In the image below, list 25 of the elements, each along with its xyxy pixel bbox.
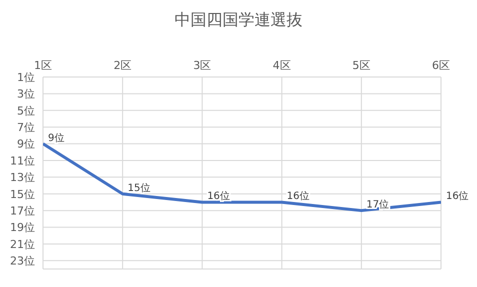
- x-tick-label: 5区: [352, 59, 370, 72]
- data-label: 16位: [286, 190, 310, 202]
- line-series: [43, 142, 441, 212]
- y-tick-label: 19位: [10, 221, 35, 234]
- y-tick-label: 5位: [17, 104, 35, 118]
- y-tick-label: 7位: [17, 120, 35, 134]
- data-label: 15位: [128, 182, 150, 194]
- y-tick-label: 11位: [10, 154, 35, 168]
- y-tick-label: 17位: [10, 204, 35, 218]
- x-tick-label: 2区: [114, 59, 132, 72]
- x-tick-label: 6区: [432, 59, 450, 72]
- x-tick-label: 4区: [272, 59, 291, 72]
- data-label: 9位: [48, 132, 64, 144]
- data-label: 16位: [207, 190, 230, 202]
- y-tick-label: 15位: [10, 188, 35, 201]
- y-tick-label: 23位: [10, 254, 35, 268]
- y-tick-label: 9位: [17, 138, 35, 151]
- y-tick-label: 1位: [17, 70, 35, 84]
- x-tick-label: 3区: [193, 59, 212, 72]
- chart-title: 中国四国学連選抜: [174, 9, 304, 31]
- y-tick-label: 21位: [10, 238, 35, 251]
- data-label: 16位: [446, 190, 469, 202]
- x-tick-label: 1区: [34, 59, 52, 72]
- y-tick-label: 3位: [17, 88, 35, 101]
- y-tick-label: 13位: [10, 171, 35, 184]
